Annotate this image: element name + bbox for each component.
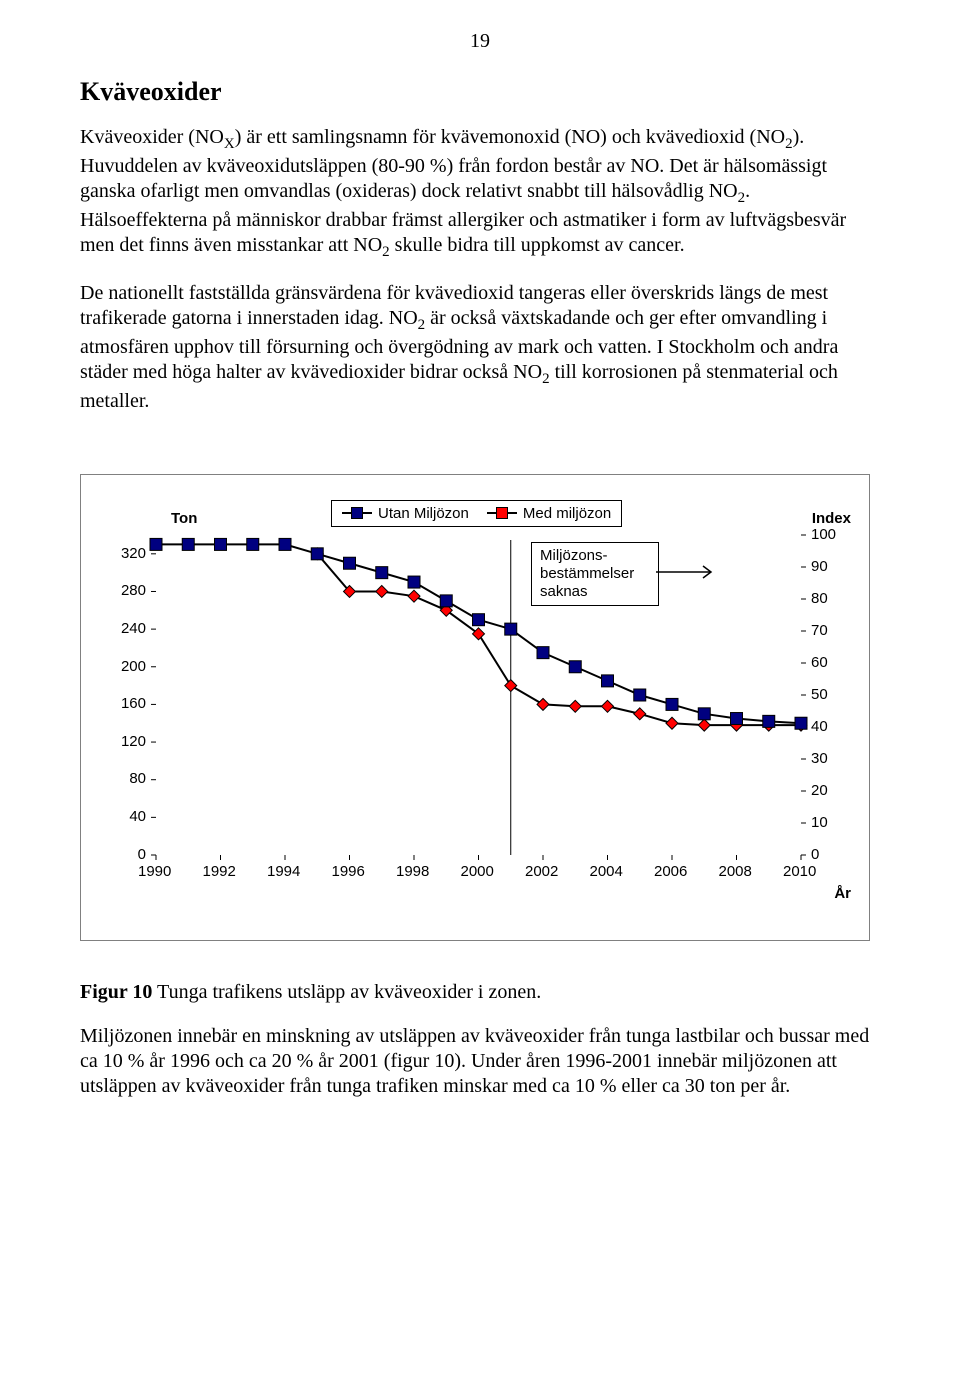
paragraph-3: Miljözonen innebär en minskning av utslä… — [80, 1024, 880, 1099]
y-left-tick-label: 0 — [138, 846, 146, 863]
x-tick-label: 2010 — [783, 863, 816, 880]
text: ) är ett samlingsnamn för kvävemonoxid (… — [235, 126, 785, 148]
y-left-tick-label: 280 — [121, 582, 146, 599]
y-left-tick-label: 40 — [129, 808, 146, 825]
y-left-tick-label: 120 — [121, 733, 146, 750]
page: 19 Kväveoxider Kväveoxider (NOX) är ett … — [0, 0, 960, 1159]
y-right-tick-label: 100 — [811, 526, 836, 543]
y-right-tick-label: 70 — [811, 622, 828, 639]
chart-frame: Utan Miljözon Med miljözon Ton Index År … — [80, 474, 870, 941]
y-right-tick-label: 20 — [811, 782, 828, 799]
y-right-tick-label: 40 — [811, 718, 828, 735]
figure-caption-text: Tunga trafikens utsläpp av kväveoxider i… — [152, 981, 541, 1003]
chart-area: Utan Miljözon Med miljözon Ton Index År … — [101, 500, 851, 900]
subscript: 2 — [542, 371, 550, 387]
x-tick-label: 2004 — [590, 863, 623, 880]
paragraph-1: Kväveoxider (NOX) är ett samlingsnamn fö… — [80, 125, 880, 261]
x-tick-label: 1996 — [332, 863, 365, 880]
y-left-tick-label: 160 — [121, 695, 146, 712]
x-tick-label: 1990 — [138, 863, 171, 880]
x-tick-label: 2002 — [525, 863, 558, 880]
y-right-tick-label: 50 — [811, 686, 828, 703]
x-tick-label: 2000 — [461, 863, 494, 880]
y-left-tick-label: 240 — [121, 620, 146, 637]
chart-svg — [101, 500, 851, 900]
figure-label: Figur 10 — [80, 981, 152, 1003]
x-tick-label: 1994 — [267, 863, 300, 880]
x-tick-label: 2006 — [654, 863, 687, 880]
y-right-tick-label: 80 — [811, 590, 828, 607]
x-tick-label: 1998 — [396, 863, 429, 880]
paragraph-2: De nationellt fastställda gränsvärdena f… — [80, 281, 880, 414]
y-right-tick-label: 60 — [811, 654, 828, 671]
y-right-tick-label: 0 — [811, 846, 819, 863]
x-tick-label: 1992 — [203, 863, 236, 880]
y-left-tick-label: 320 — [121, 545, 146, 562]
y-left-tick-label: 200 — [121, 658, 146, 675]
x-tick-label: 2008 — [719, 863, 752, 880]
y-right-tick-label: 90 — [811, 558, 828, 575]
y-left-tick-label: 80 — [129, 770, 146, 787]
page-number: 19 — [80, 30, 880, 53]
subscript: 2 — [785, 136, 793, 152]
text: Kväveoxider (NO — [80, 126, 224, 148]
text: skulle bidra till uppkomst av cancer. — [390, 234, 685, 256]
figure-caption: Figur 10 Tunga trafikens utsläpp av kväv… — [80, 981, 880, 1004]
subscript: X — [224, 136, 235, 152]
y-right-tick-label: 30 — [811, 750, 828, 767]
subscript: 2 — [382, 244, 390, 260]
section-title: Kväveoxider — [80, 77, 880, 107]
y-right-tick-label: 10 — [811, 814, 828, 831]
subscript: 2 — [738, 190, 746, 206]
